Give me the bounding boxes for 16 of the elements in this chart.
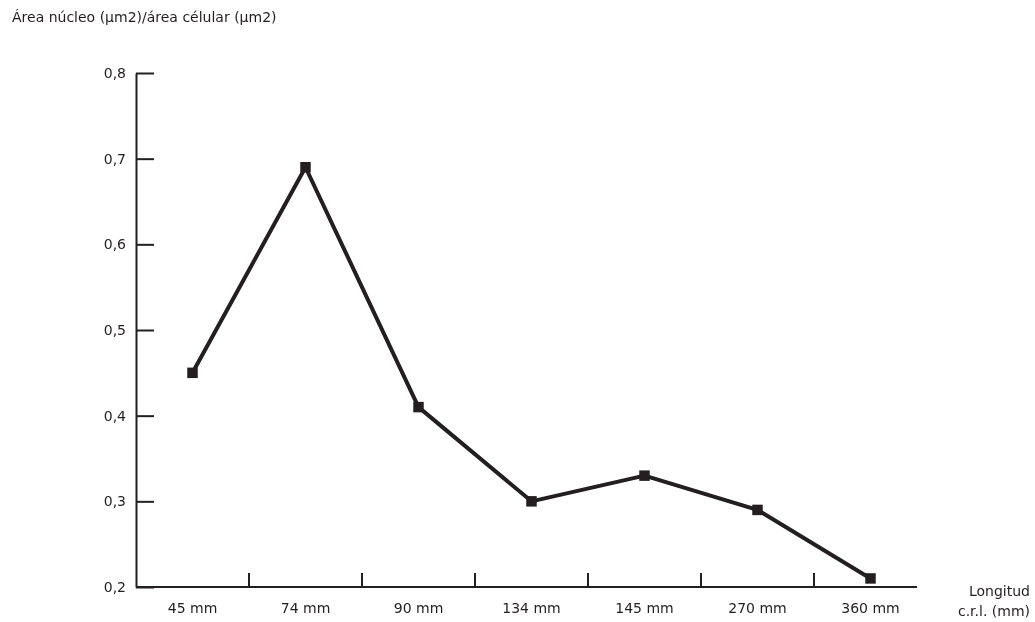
- y-tick-label: 0,6: [103, 236, 127, 253]
- x-tick-label: 134 mm: [502, 599, 561, 616]
- x-tick-label: 270 mm: [728, 599, 787, 616]
- y-tick-label: 0,4: [103, 407, 127, 424]
- y-tick-label: 0,3: [103, 493, 126, 510]
- x-tick-label: 74 mm: [280, 599, 331, 616]
- x-tick-label: 360 mm: [841, 599, 900, 616]
- x-tick-label: 45 mm: [167, 599, 218, 616]
- y-axis-title: Área núcleo (µm2)/área célular (µm2): [12, 9, 277, 25]
- x-tick-label: 90 mm: [393, 599, 444, 616]
- y-tick-label: 0,2: [103, 578, 126, 595]
- y-tick-label: 0,5: [103, 321, 126, 338]
- x-tick-label: 145 mm: [615, 599, 674, 616]
- y-tick-label: 0,7: [103, 150, 126, 167]
- y-tick-label: 0,8: [103, 64, 126, 81]
- x-axis-title: Longitud c.r.l. (mm): [957, 583, 1030, 619]
